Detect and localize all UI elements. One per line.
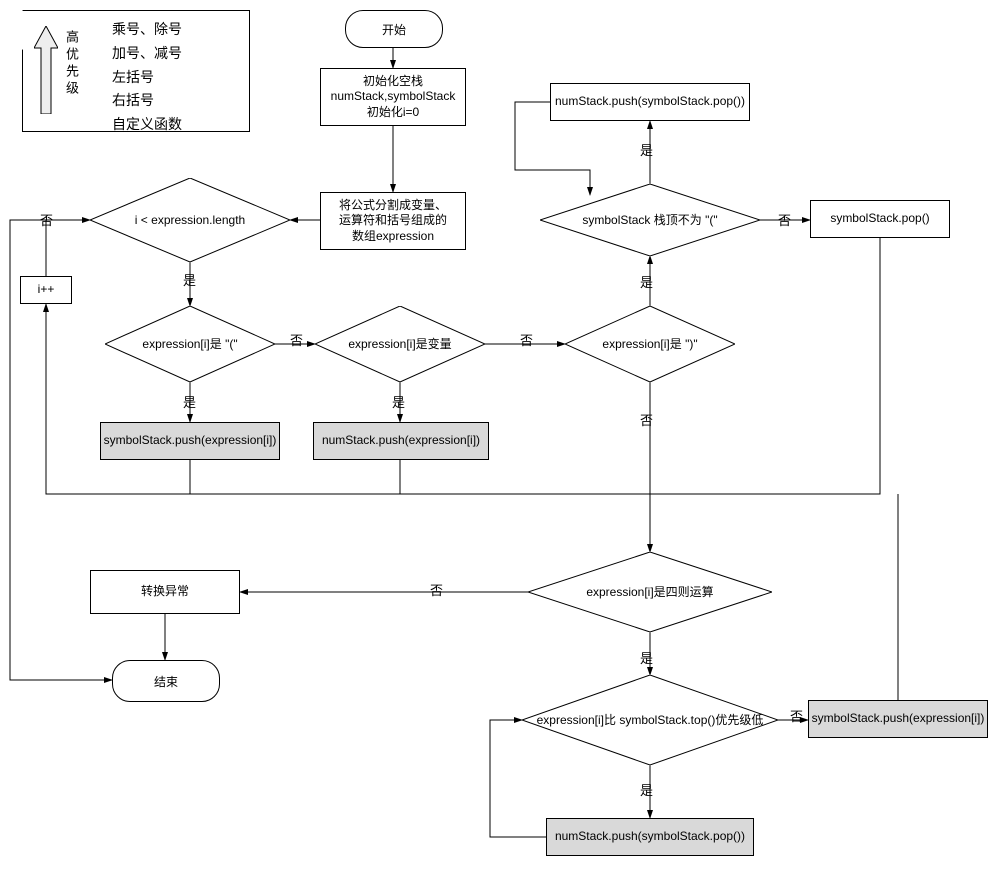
node-d_len: i < expression.length bbox=[90, 178, 290, 262]
node-end: 结束 bbox=[112, 660, 220, 702]
node-sym_pop: symbolStack.pop() bbox=[810, 200, 950, 238]
node-push_num_i: numStack.push(expression[i]) bbox=[313, 422, 489, 460]
edge-label-lparen_no: 否 bbox=[290, 330, 303, 349]
node-d_lparen: expression[i]是 "(" bbox=[105, 306, 275, 382]
node-init: 初始化空栈 numStack,symbolStack 初始化i=0 bbox=[320, 68, 466, 126]
node-d_rparen: expression[i]是 ")" bbox=[565, 306, 735, 382]
edge-label-lparen_yes: 是 bbox=[183, 392, 196, 411]
edge-label-arith_no: 否 bbox=[430, 580, 443, 599]
node-d_arith: expression[i]是四则运算 bbox=[528, 552, 772, 632]
edge-label-rparen_no: 否 bbox=[640, 410, 653, 429]
edge-label-len_no: 否 bbox=[40, 210, 53, 229]
edge-label-len_yes: 是 bbox=[183, 270, 196, 289]
node-d_var: expression[i]是变量 bbox=[315, 306, 485, 382]
node-d_prec: expression[i]比 symbolStack.top()优先级低 bbox=[522, 675, 778, 765]
edge-label-rparen_yes: 是 bbox=[640, 272, 653, 291]
edge-label-top_no: 否 bbox=[778, 210, 791, 229]
node-num_push_pop2: numStack.push(symbolStack.pop()) bbox=[546, 818, 754, 856]
node-start: 开始 bbox=[345, 10, 443, 48]
edge-label-prec_yes: 是 bbox=[640, 780, 653, 799]
edge-label-top_yes: 是 bbox=[640, 140, 653, 159]
node-d_top_not_lparen: symbolStack 栈顶不为 "(" bbox=[540, 184, 760, 256]
flowchart-canvas: 高优先级 乘号、除号 加号、减号 左括号 右括号 自定义函数 开始初始化空栈 n… bbox=[0, 0, 1000, 892]
node-num_push_pop: numStack.push(symbolStack.pop()) bbox=[550, 83, 750, 121]
node-error: 转换异常 bbox=[90, 570, 240, 614]
edge-label-arith_yes: 是 bbox=[640, 648, 653, 667]
node-sym_push_i2: symbolStack.push(expression[i]) bbox=[808, 700, 988, 738]
edge-label-prec_no: 否 bbox=[790, 706, 803, 725]
edge-label-var_yes: 是 bbox=[392, 392, 405, 411]
node-ipp: i++ bbox=[20, 276, 72, 304]
edge-label-var_no: 否 bbox=[520, 330, 533, 349]
node-push_symbol_i: symbolStack.push(expression[i]) bbox=[100, 422, 280, 460]
node-split: 将公式分割成变量、 运算符和括号组成的 数组expression bbox=[320, 192, 466, 250]
